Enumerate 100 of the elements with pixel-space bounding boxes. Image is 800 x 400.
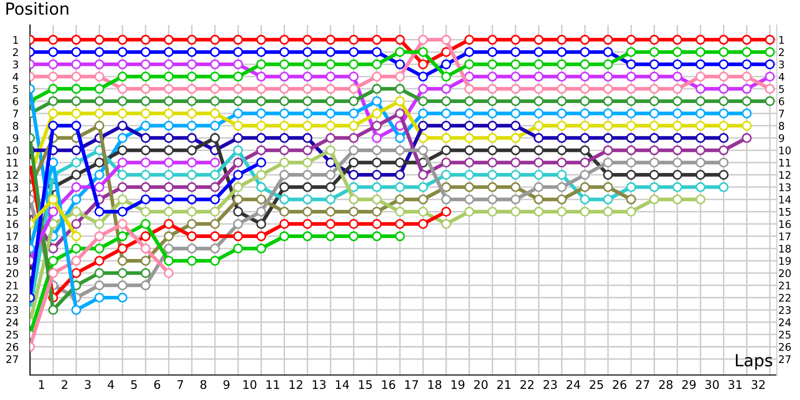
point <box>279 84 290 94</box>
point <box>71 182 82 192</box>
point <box>140 194 151 204</box>
point <box>696 34 706 45</box>
point <box>186 84 197 94</box>
point <box>210 34 220 45</box>
point <box>326 145 336 156</box>
point <box>626 194 636 204</box>
point <box>210 182 220 192</box>
point <box>487 34 498 45</box>
point <box>372 206 382 217</box>
point <box>326 133 336 143</box>
point <box>649 96 660 106</box>
point <box>348 108 359 118</box>
point <box>626 72 636 82</box>
point <box>94 59 104 70</box>
point <box>164 59 174 70</box>
point <box>118 108 128 118</box>
point <box>487 170 498 180</box>
point <box>233 133 244 143</box>
point <box>118 244 128 254</box>
point <box>48 304 58 315</box>
point <box>649 34 660 45</box>
point <box>326 108 336 118</box>
point <box>233 84 244 94</box>
y-axis-title: Position <box>6 2 68 15</box>
point <box>326 231 336 242</box>
point <box>603 133 613 143</box>
x-tick-label: 7 <box>178 380 184 389</box>
point <box>395 84 405 94</box>
point <box>603 47 613 57</box>
point <box>556 108 567 118</box>
point <box>348 72 359 82</box>
point <box>326 219 336 229</box>
point <box>441 158 452 168</box>
point <box>534 59 544 70</box>
point <box>233 231 244 242</box>
x-tick-label: 6 <box>154 380 160 389</box>
point <box>256 206 266 217</box>
y-tick-label: 15 <box>6 208 18 216</box>
point <box>464 59 474 70</box>
point <box>672 108 682 118</box>
point <box>302 194 312 204</box>
point <box>118 268 128 278</box>
point <box>210 170 220 180</box>
point <box>556 158 567 168</box>
point <box>580 84 590 94</box>
x-tick-label: 4 <box>108 380 114 389</box>
point <box>326 158 336 168</box>
point <box>395 108 405 118</box>
point <box>256 182 266 192</box>
point <box>233 219 244 229</box>
point <box>672 120 682 131</box>
point <box>510 108 520 118</box>
x-tick-label: 2 <box>62 380 68 389</box>
point <box>718 182 729 192</box>
point <box>510 96 520 106</box>
point <box>556 84 567 94</box>
point <box>556 59 567 70</box>
point <box>556 47 567 57</box>
point <box>418 59 428 70</box>
point <box>626 145 636 156</box>
point <box>118 280 128 290</box>
point <box>210 96 220 106</box>
point <box>256 96 266 106</box>
y-tick-label: 12 <box>6 171 18 179</box>
point <box>672 182 682 192</box>
point <box>71 120 82 131</box>
point <box>326 120 336 131</box>
point <box>718 158 729 168</box>
point <box>326 170 336 180</box>
point <box>326 59 336 70</box>
point <box>626 133 636 143</box>
y-tick-label: 10 <box>6 146 18 154</box>
point <box>580 158 590 168</box>
point <box>372 231 382 242</box>
point <box>326 34 336 45</box>
point <box>164 194 174 204</box>
point <box>210 219 220 229</box>
point <box>603 108 613 118</box>
point <box>233 108 244 118</box>
y2-tick-label: 18 <box>779 244 791 253</box>
point <box>626 170 636 180</box>
x-tick-label: 30 <box>705 380 719 389</box>
point <box>256 133 266 143</box>
point <box>279 72 290 82</box>
x-tick-label: 18 <box>428 380 442 389</box>
point <box>118 182 128 192</box>
point <box>48 244 58 254</box>
point <box>164 206 174 217</box>
y-tick-label: 7 <box>13 110 18 118</box>
point <box>441 84 452 94</box>
point <box>441 133 452 143</box>
point <box>441 194 452 204</box>
point <box>164 84 174 94</box>
point <box>348 84 359 94</box>
point <box>210 244 220 254</box>
point <box>718 72 729 82</box>
point <box>140 84 151 94</box>
point <box>649 59 660 70</box>
